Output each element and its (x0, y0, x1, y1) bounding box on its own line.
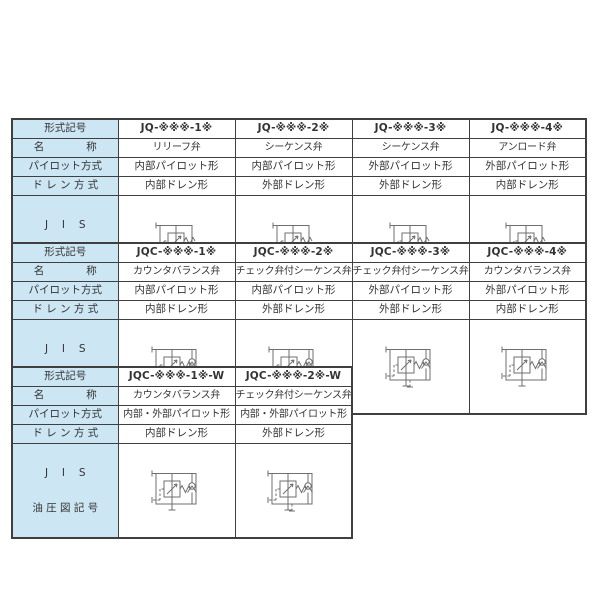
drain-type-cell: 内部ドレン形 (117, 299, 236, 320)
model-code-cell: JQC-※※※-2※ (234, 242, 353, 263)
drain-type-cell: 外部ドレン形 (234, 423, 353, 444)
row-model-code: 形式記号 JQC-※※※-1※-W JQC-※※※-2※-W (11, 366, 353, 387)
valve-name-cell: シーケンス弁 (234, 137, 353, 158)
row-valve-name: 名 称 リリーフ弁 シーケンス弁 シーケンス弁 アンロード弁 (11, 137, 587, 158)
spec-table-jqc-w: 形式記号 JQC-※※※-1※-W JQC-※※※-2※-W 名 称 カウンタバ… (11, 366, 354, 539)
drain-type-cell: 内部ドレン形 (468, 175, 587, 196)
row-pilot-type: パイロット方式 内部・外部パイロット形 内部・外部パイロット形 (11, 404, 353, 425)
row-pilot-type: パイロット方式 内部パイロット形 内部パイロット形 外部パイロット形 外部パイロ… (11, 156, 587, 177)
drain-type-cell: 内部ドレン形 (117, 175, 236, 196)
row-valve-name: 名 称 カウンタバランス弁 チェック弁付シーケンス弁 (11, 385, 353, 406)
row-label-pilot: パイロット方式 (11, 404, 119, 425)
drain-type-cell: 外部ドレン形 (351, 175, 470, 196)
row-label-model-code: 形式記号 (11, 366, 119, 387)
valve-name-cell: チェック弁付シーケンス弁 (351, 261, 470, 282)
model-code-cell: JQ-※※※-4※ (468, 118, 587, 139)
row-label-drain: ド レ ン 方 式 (11, 175, 119, 196)
drain-type-cell: 内部ドレン形 (468, 299, 587, 320)
row-model-code: 形式記号 JQ-※※※-1※ JQ-※※※-2※ JQ-※※※-3※ JQ-※※… (11, 118, 587, 139)
pilot-type-cell: 内部パイロット形 (117, 280, 236, 301)
pilot-type-cell: 内部パイロット形 (117, 156, 236, 177)
model-code-cell: JQC-※※※-1※ (117, 242, 236, 263)
pilot-type-cell: 内部・外部パイロット形 (234, 404, 353, 425)
row-label-model-code: 形式記号 (11, 242, 119, 263)
jis-label-line1: J I S (44, 342, 86, 355)
pilot-type-cell: 内部パイロット形 (234, 280, 353, 301)
row-jis-symbol: J I S 油 圧 図 記 号 (11, 442, 353, 539)
valve-name-cell: カウンタバランス弁 (117, 261, 236, 282)
jis-symbol-cell (351, 318, 470, 415)
hydraulic-symbol-icon (353, 346, 468, 388)
pilot-type-cell: 外部パイロット形 (351, 280, 470, 301)
jis-symbol-cell (468, 318, 587, 415)
valve-name-cell: チェック弁付シーケンス弁 (234, 261, 353, 282)
row-drain-type: ド レ ン 方 式 内部ドレン形 外部ドレン形 外部ドレン形 内部ドレン形 (11, 299, 587, 320)
row-label-drain: ド レ ン 方 式 (11, 299, 119, 320)
valve-name-cell: シーケンス弁 (351, 137, 470, 158)
row-pilot-type: パイロット方式 内部パイロット形 内部パイロット形 外部パイロット形 外部パイロ… (11, 280, 587, 301)
model-code-cell: JQ-※※※-2※ (234, 118, 353, 139)
row-label-name: 名 称 (11, 137, 119, 158)
drain-type-cell: 外部ドレン形 (234, 175, 353, 196)
jis-symbol-cell (234, 442, 353, 539)
row-label-name: 名 称 (11, 261, 119, 282)
valve-name-cell: リリーフ弁 (117, 137, 236, 158)
hydraulic-symbol-icon (470, 346, 585, 387)
row-label-name: 名 称 (11, 385, 119, 406)
row-label-pilot: パイロット方式 (11, 156, 119, 177)
hydraulic-symbol-icon (236, 470, 351, 512)
jis-symbol-cell (117, 442, 236, 539)
pilot-type-cell: 外部パイロット形 (468, 156, 587, 177)
valve-name-cell: チェック弁付シーケンス弁 (234, 385, 353, 406)
model-code-cell: JQC-※※※-1※-W (117, 366, 236, 387)
model-code-cell: JQC-※※※-2※-W (234, 366, 353, 387)
drain-type-cell: 外部ドレン形 (351, 299, 470, 320)
row-label-pilot: パイロット方式 (11, 280, 119, 301)
model-code-cell: JQ-※※※-1※ (117, 118, 236, 139)
row-label-drain: ド レ ン 方 式 (11, 423, 119, 444)
row-label-model-code: 形式記号 (11, 118, 119, 139)
valve-name-cell: カウンタバランス弁 (117, 385, 236, 406)
row-label-jis-symbol: J I S 油 圧 図 記 号 (11, 442, 119, 539)
valve-name-cell: アンロード弁 (468, 137, 587, 158)
jis-label-line1: J I S (44, 466, 86, 479)
pilot-type-cell: 内部パイロット形 (234, 156, 353, 177)
row-drain-type: ド レ ン 方 式 内部ドレン形 外部ドレン形 外部ドレン形 内部ドレン形 (11, 175, 587, 196)
valve-name-cell: カウンタバランス弁 (468, 261, 587, 282)
model-code-cell: JQC-※※※-4※ (468, 242, 587, 263)
pilot-type-cell: 外部パイロット形 (468, 280, 587, 301)
jis-label-line2: 油 圧 図 記 号 (32, 501, 99, 514)
model-code-cell: JQ-※※※-3※ (351, 118, 470, 139)
row-drain-type: ド レ ン 方 式 内部ドレン形 外部ドレン形 (11, 423, 353, 444)
model-code-cell: JQC-※※※-3※ (351, 242, 470, 263)
hydraulic-symbol-icon (119, 470, 234, 511)
drain-type-cell: 外部ドレン形 (234, 299, 353, 320)
jis-label-line1: J I S (44, 218, 86, 231)
pilot-type-cell: 内部・外部パイロット形 (117, 404, 236, 425)
row-valve-name: 名 称 カウンタバランス弁 チェック弁付シーケンス弁 チェック弁付シーケンス弁 … (11, 261, 587, 282)
pilot-type-cell: 外部パイロット形 (351, 156, 470, 177)
row-model-code: 形式記号 JQC-※※※-1※ JQC-※※※-2※ JQC-※※※-3※ JQ… (11, 242, 587, 263)
drain-type-cell: 内部ドレン形 (117, 423, 236, 444)
